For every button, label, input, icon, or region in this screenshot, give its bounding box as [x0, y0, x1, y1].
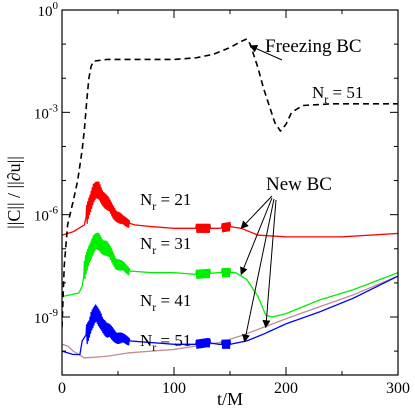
nr41-label: Nr = 41	[140, 291, 191, 314]
series-line-nr31-new	[62, 232, 398, 318]
nr51-top-label: Nr = 51	[312, 83, 363, 106]
x-axis-label: t/M	[217, 389, 243, 409]
series-line-freezing	[62, 38, 398, 328]
nr21-label: Nr = 21	[140, 190, 191, 213]
y-tick-label: 10-9	[34, 307, 59, 327]
plot-layer	[62, 38, 398, 359]
y-tick-label: 10-6	[34, 205, 59, 225]
plot-frame	[61, 9, 399, 376]
new-bc-arrow-nr31	[240, 197, 273, 276]
y-axis-label: ||C|| / ||∂u||	[4, 156, 24, 229]
freezing-bc-label: Freezing BC	[265, 36, 362, 57]
axes: 0 100 200 300 100 10-3 10-6 10-9 t/M ||C|| / ||∂u…	[4, 0, 410, 409]
annotations: Freezing BC New BC Nr = 51 Nr = 21 Nr = …	[140, 36, 363, 354]
new-bc-label: New BC	[266, 174, 332, 195]
series-line-nr41-new	[62, 275, 398, 356]
x-tick-label: 0	[58, 380, 66, 397]
new-bc-arrow-nr51	[262, 199, 277, 329]
x-tick-label: 100	[162, 380, 186, 397]
new-bc-arrow-nr41	[242, 198, 275, 343]
nr51-label: Nr = 51	[140, 331, 191, 354]
x-tick-label: 200	[274, 380, 298, 397]
annotation-arrows	[240, 45, 283, 343]
freezing-bc-arrow	[249, 45, 283, 61]
x-tick-label: 300	[386, 380, 410, 397]
new-bc-arrow-nr21	[240, 195, 273, 230]
nr31-label: Nr = 31	[140, 234, 191, 257]
series-line-nr21-new	[62, 181, 398, 238]
y-tick-label: 10-3	[34, 102, 59, 122]
y-tick-label: 100	[38, 0, 59, 20]
